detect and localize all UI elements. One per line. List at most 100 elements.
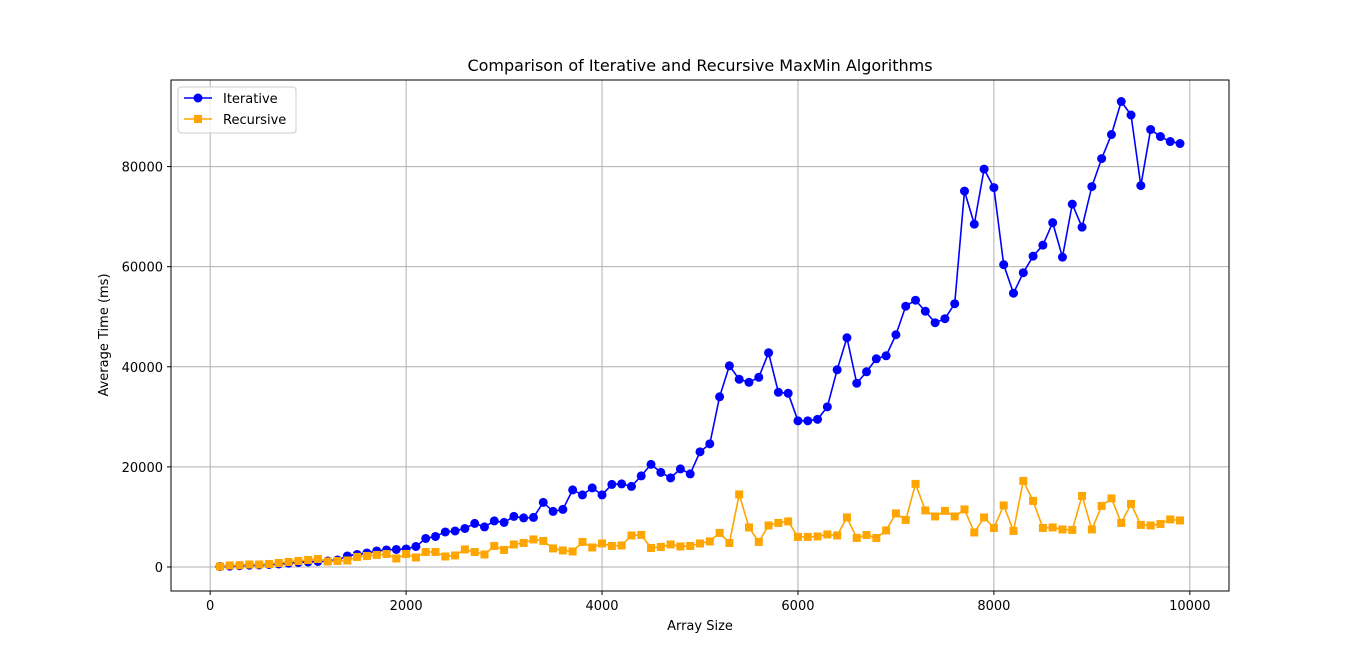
data-point-iterative bbox=[1116, 97, 1126, 107]
data-point-recursive bbox=[1146, 521, 1155, 530]
data-point-recursive bbox=[960, 505, 969, 514]
data-point-recursive bbox=[999, 501, 1008, 510]
data-point-recursive bbox=[480, 550, 489, 559]
data-point-iterative bbox=[548, 506, 558, 516]
data-point-iterative bbox=[901, 301, 911, 311]
data-point-recursive bbox=[852, 533, 861, 542]
data-point-recursive bbox=[460, 545, 469, 554]
data-point-recursive bbox=[274, 558, 283, 567]
plot-area-frame bbox=[170, 79, 1230, 592]
data-point-recursive bbox=[705, 537, 714, 546]
legend-entries: Iterative Recursive bbox=[184, 92, 286, 128]
data-point-iterative bbox=[391, 544, 401, 554]
data-point-recursive bbox=[842, 513, 851, 522]
data-point-iterative bbox=[803, 416, 813, 426]
data-point-recursive bbox=[1107, 494, 1116, 503]
data-point-recursive bbox=[940, 506, 949, 515]
data-point-recursive bbox=[931, 512, 940, 521]
data-point-iterative bbox=[558, 504, 568, 514]
data-point-recursive bbox=[774, 518, 783, 527]
data-point-recursive bbox=[588, 543, 597, 552]
data-point-iterative bbox=[470, 518, 480, 528]
legend: Iterative Recursive bbox=[177, 86, 297, 134]
x-tick-label: 4000 bbox=[585, 599, 618, 614]
data-point-iterative bbox=[519, 513, 529, 523]
data-point-iterative bbox=[1018, 268, 1028, 278]
data-point-recursive bbox=[607, 541, 616, 550]
data-point-iterative bbox=[528, 512, 538, 522]
data-point-iterative bbox=[999, 260, 1009, 270]
data-point-recursive bbox=[1078, 491, 1087, 500]
data-point-iterative bbox=[911, 295, 921, 305]
data-point-recursive bbox=[1029, 496, 1038, 505]
data-point-iterative bbox=[607, 479, 617, 489]
data-point-recursive bbox=[558, 546, 567, 555]
data-point-iterative bbox=[940, 314, 950, 324]
legend-marker-recursive bbox=[194, 115, 202, 123]
data-point-recursive bbox=[725, 538, 734, 547]
data-point-recursive bbox=[1019, 476, 1028, 485]
data-point-recursive bbox=[539, 536, 548, 545]
data-point-iterative bbox=[822, 402, 832, 412]
data-point-recursive bbox=[1048, 523, 1057, 532]
data-point-recursive bbox=[245, 560, 254, 569]
data-point-iterative bbox=[1097, 154, 1107, 164]
data-point-iterative bbox=[626, 481, 636, 491]
data-point-recursive bbox=[382, 549, 391, 558]
data-point-iterative bbox=[636, 471, 646, 481]
x-axis-label: Array Size bbox=[667, 619, 733, 634]
data-point-iterative bbox=[587, 483, 597, 493]
data-point-iterative bbox=[568, 485, 578, 495]
data-point-recursive bbox=[1176, 516, 1185, 525]
data-point-recursive bbox=[235, 561, 244, 570]
data-point-iterative bbox=[989, 183, 999, 193]
data-point-recursive bbox=[284, 557, 293, 566]
data-point-iterative bbox=[950, 299, 960, 309]
data-point-iterative bbox=[1155, 132, 1165, 142]
ticks-layer: 0 2000 4000 6000 8000 10000 0 20000 40000 60000 80… bbox=[122, 161, 1211, 614]
y-tick-label: 80000 bbox=[122, 161, 163, 176]
data-point-recursive bbox=[647, 543, 656, 552]
x-tick-label: 6000 bbox=[781, 599, 814, 614]
data-point-recursive bbox=[950, 512, 959, 521]
data-point-iterative bbox=[1077, 222, 1087, 232]
data-point-recursive bbox=[225, 561, 234, 570]
data-point-iterative bbox=[754, 372, 764, 382]
data-point-recursive bbox=[529, 535, 538, 544]
data-point-recursive bbox=[215, 562, 224, 571]
data-point-iterative bbox=[783, 388, 793, 398]
data-point-iterative bbox=[891, 330, 901, 340]
data-point-iterative bbox=[1048, 218, 1058, 228]
data-point-iterative bbox=[1087, 182, 1097, 192]
data-point-iterative bbox=[431, 531, 440, 541]
data-point-recursive bbox=[980, 513, 989, 522]
data-point-iterative bbox=[724, 361, 734, 371]
data-point-iterative bbox=[1165, 137, 1175, 147]
data-point-recursive bbox=[323, 557, 332, 566]
data-point-iterative bbox=[744, 377, 754, 387]
data-point-iterative bbox=[1028, 251, 1038, 261]
data-point-recursive bbox=[1058, 525, 1067, 534]
data-point-iterative bbox=[705, 439, 715, 449]
data-point-recursive bbox=[362, 551, 371, 560]
legend-label-iterative: Iterative bbox=[223, 92, 278, 107]
y-tick-label: 60000 bbox=[122, 261, 163, 276]
data-point-recursive bbox=[353, 552, 362, 561]
data-point-recursive bbox=[1127, 499, 1136, 508]
data-point-iterative bbox=[421, 533, 431, 543]
data-point-recursive bbox=[627, 531, 636, 540]
data-point-iterative bbox=[881, 351, 891, 361]
data-point-recursive bbox=[313, 554, 322, 563]
x-tick-label: 10000 bbox=[1169, 599, 1210, 614]
data-point-iterative bbox=[793, 416, 803, 426]
data-point-iterative bbox=[871, 354, 881, 364]
data-point-recursive bbox=[803, 532, 812, 541]
data-point-iterative bbox=[1038, 240, 1048, 250]
legend-label-recursive: Recursive bbox=[223, 113, 286, 128]
legend-entry-recursive: Recursive bbox=[184, 113, 286, 128]
data-point-recursive bbox=[1136, 520, 1145, 529]
data-point-iterative bbox=[734, 374, 744, 384]
data-point-recursive bbox=[1009, 526, 1018, 535]
data-point-iterative bbox=[1067, 199, 1077, 209]
data-point-iterative bbox=[842, 333, 852, 343]
